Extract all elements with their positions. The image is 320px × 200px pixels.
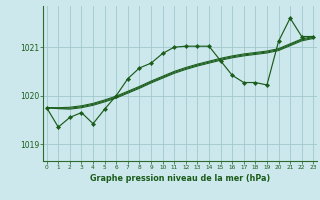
X-axis label: Graphe pression niveau de la mer (hPa): Graphe pression niveau de la mer (hPa) (90, 174, 270, 183)
